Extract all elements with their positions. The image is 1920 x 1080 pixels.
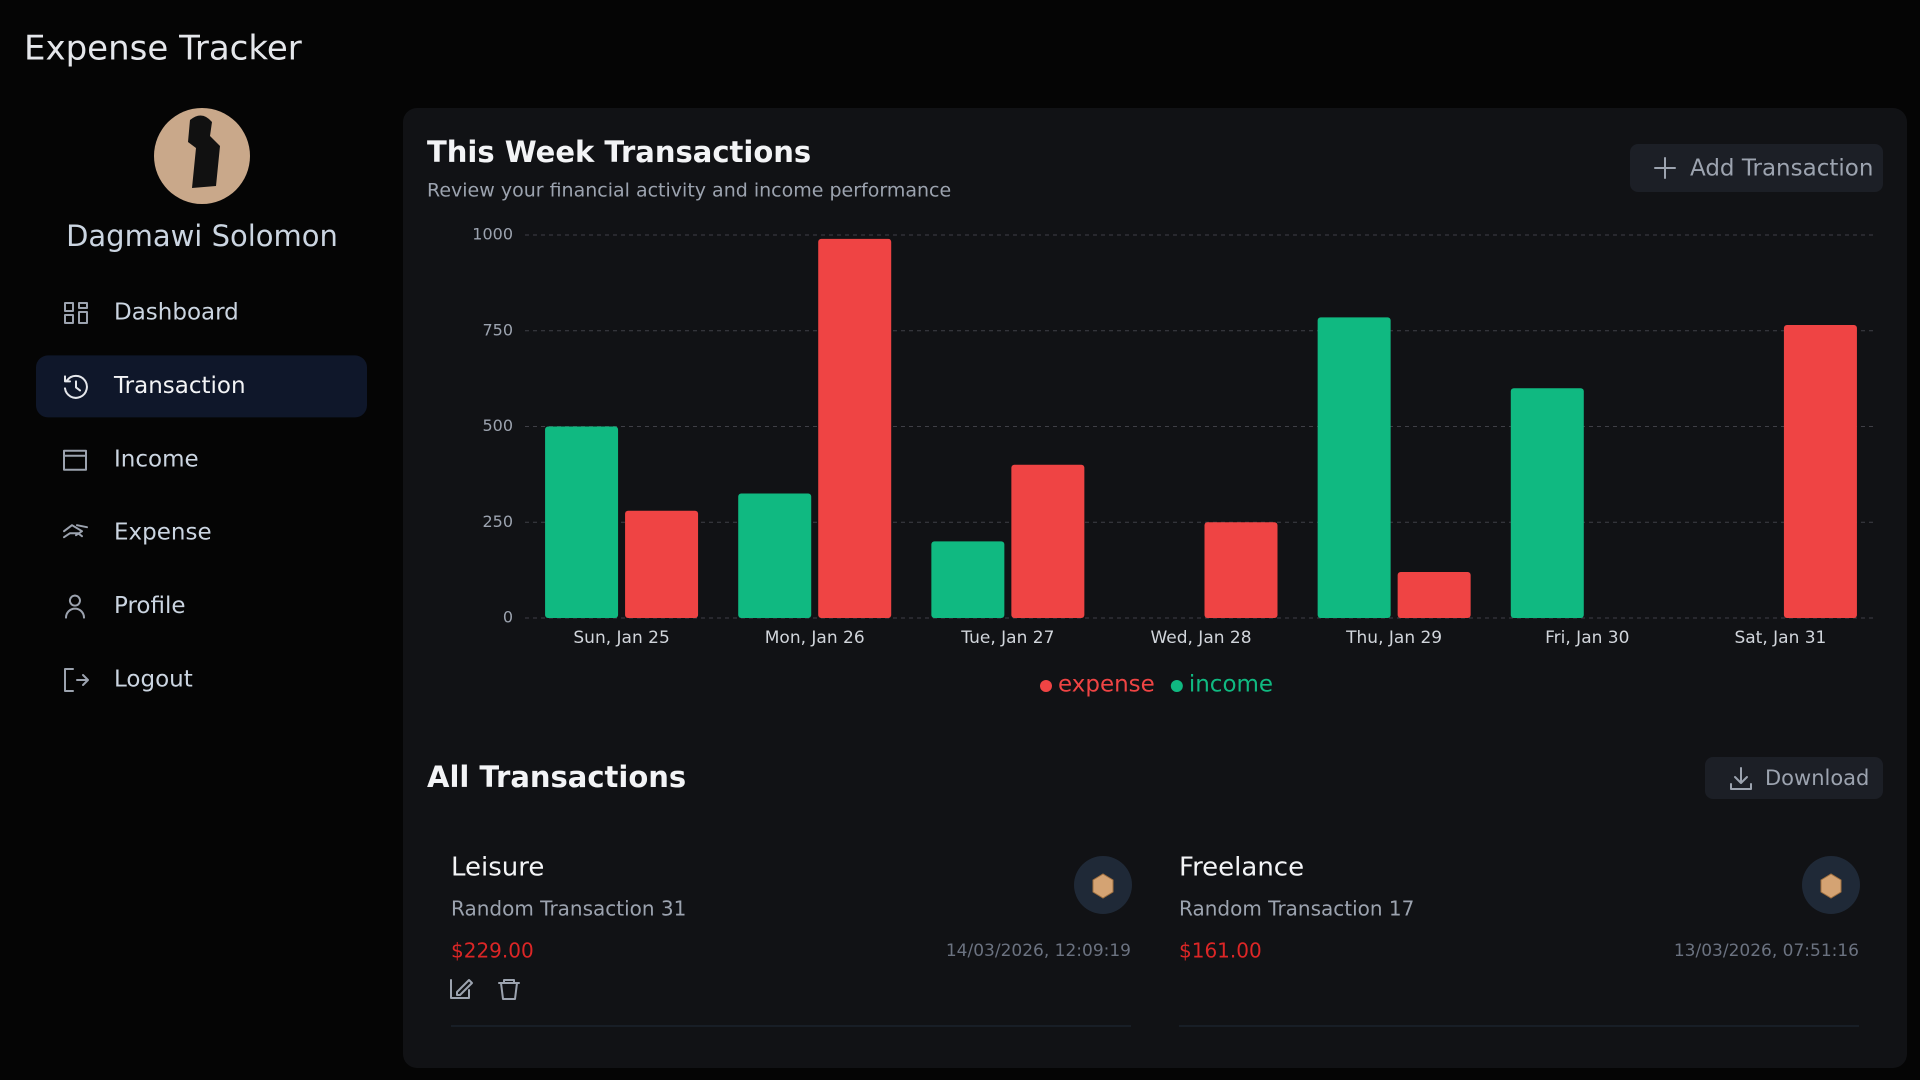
y-tick-label: 500: [482, 416, 513, 435]
transaction-category: Leisure: [451, 853, 544, 883]
y-tick-label: 1000: [472, 225, 513, 244]
transaction-amount: $229.00: [451, 939, 534, 963]
nav-item[interactable]: Income: [63, 446, 199, 472]
bar: [738, 493, 812, 618]
y-tick-label: 250: [482, 512, 513, 531]
bar: [1783, 325, 1857, 618]
x-tick-label: Sun, Jan 25: [573, 628, 669, 648]
nav-icon: [63, 449, 87, 471]
transactions: Leisure Random Transaction 31 $229.00 14/03…: [450, 853, 1860, 1027]
bar: [625, 510, 699, 618]
nav-icon: [64, 302, 88, 324]
legend-label: income: [1189, 672, 1273, 698]
bar: [1204, 522, 1278, 618]
nav-label[interactable]: Transaction: [113, 373, 246, 399]
download-button[interactable]: Download: [1705, 757, 1883, 799]
bar: [931, 541, 1005, 618]
transaction-date: 14/03/2026, 12:09:19: [946, 941, 1131, 961]
bar: [545, 426, 619, 618]
bar: [1317, 317, 1391, 618]
nav-active-bg: [36, 355, 367, 418]
transactions-title: All Transactions: [427, 760, 686, 794]
app-title: Expense Tracker: [24, 29, 302, 69]
section-title: This Week Transactions: [427, 135, 811, 169]
download-label[interactable]: Download: [1765, 766, 1869, 790]
nav-item[interactable]: Transaction: [36, 355, 367, 418]
x-tick-label: Wed, Jan 28: [1150, 628, 1251, 648]
transaction-category: Freelance: [1179, 853, 1304, 883]
y-tick-label: 750: [482, 320, 513, 339]
edit-icon[interactable]: [450, 979, 473, 999]
legend-marker: [1040, 680, 1052, 692]
x-tick-label: Mon, Jan 26: [765, 628, 865, 648]
nav-label[interactable]: Expense: [114, 520, 212, 546]
nav-label[interactable]: Profile: [114, 593, 186, 619]
category-icon: [1820, 873, 1842, 899]
add-button-label[interactable]: Add Transaction: [1690, 156, 1873, 182]
add-button[interactable]: Add Transaction: [1630, 144, 1883, 192]
nav-icon: [64, 668, 89, 692]
transaction-card: Freelance Random Transaction 17 $161.00 13/…: [1179, 853, 1860, 1027]
bar: [1510, 388, 1584, 618]
x-tick-label: Sat, Jan 31: [1734, 628, 1826, 648]
category-icon: [1092, 873, 1114, 899]
main-panel: [403, 108, 1907, 1068]
transaction-amount: $161.00: [1179, 939, 1262, 963]
transaction-description: Random Transaction 17: [1179, 897, 1414, 921]
nav: Dashboard Transaction Income Expense Profile…: [36, 300, 367, 693]
y-tick-label: 0: [503, 608, 513, 627]
chart: 0 250 500 750 1000 Sun, Jan 25 Mon, Jan 26 Tue,…: [472, 225, 1877, 698]
legend-marker: [1170, 680, 1183, 692]
transaction-description: Random Transaction 31: [451, 897, 686, 921]
bar: [1397, 572, 1471, 618]
nav-label[interactable]: Income: [114, 446, 199, 472]
nav-icon: [63, 524, 88, 539]
x-tick-label: Fri, Jan 30: [1545, 628, 1629, 648]
nav-item[interactable]: Expense: [63, 520, 212, 546]
nav-item[interactable]: Profile: [65, 593, 186, 619]
transaction-date: 13/03/2026, 07:51:16: [1674, 941, 1859, 961]
user-name: Dagmawi Solomon: [66, 219, 338, 253]
legend-label: expense: [1058, 672, 1155, 698]
nav-icon: [64, 374, 88, 399]
avatar: [154, 108, 250, 204]
nav-label[interactable]: Dashboard: [114, 300, 239, 326]
nav-item[interactable]: Dashboard: [64, 300, 239, 326]
x-tick-label: Tue, Jan 27: [960, 628, 1054, 648]
bar: [818, 238, 892, 618]
delete-icon[interactable]: [498, 979, 520, 1000]
nav-icon: [65, 594, 85, 619]
transaction-card: Leisure Random Transaction 31 $229.00 14/03…: [450, 853, 1132, 1027]
x-tick-label: Thu, Jan 29: [1345, 628, 1442, 648]
section-subtitle: Review your financial activity and incom…: [427, 180, 951, 202]
bar: [1011, 464, 1085, 618]
nav-label[interactable]: Logout: [114, 667, 193, 693]
nav-item[interactable]: Logout: [64, 667, 193, 693]
